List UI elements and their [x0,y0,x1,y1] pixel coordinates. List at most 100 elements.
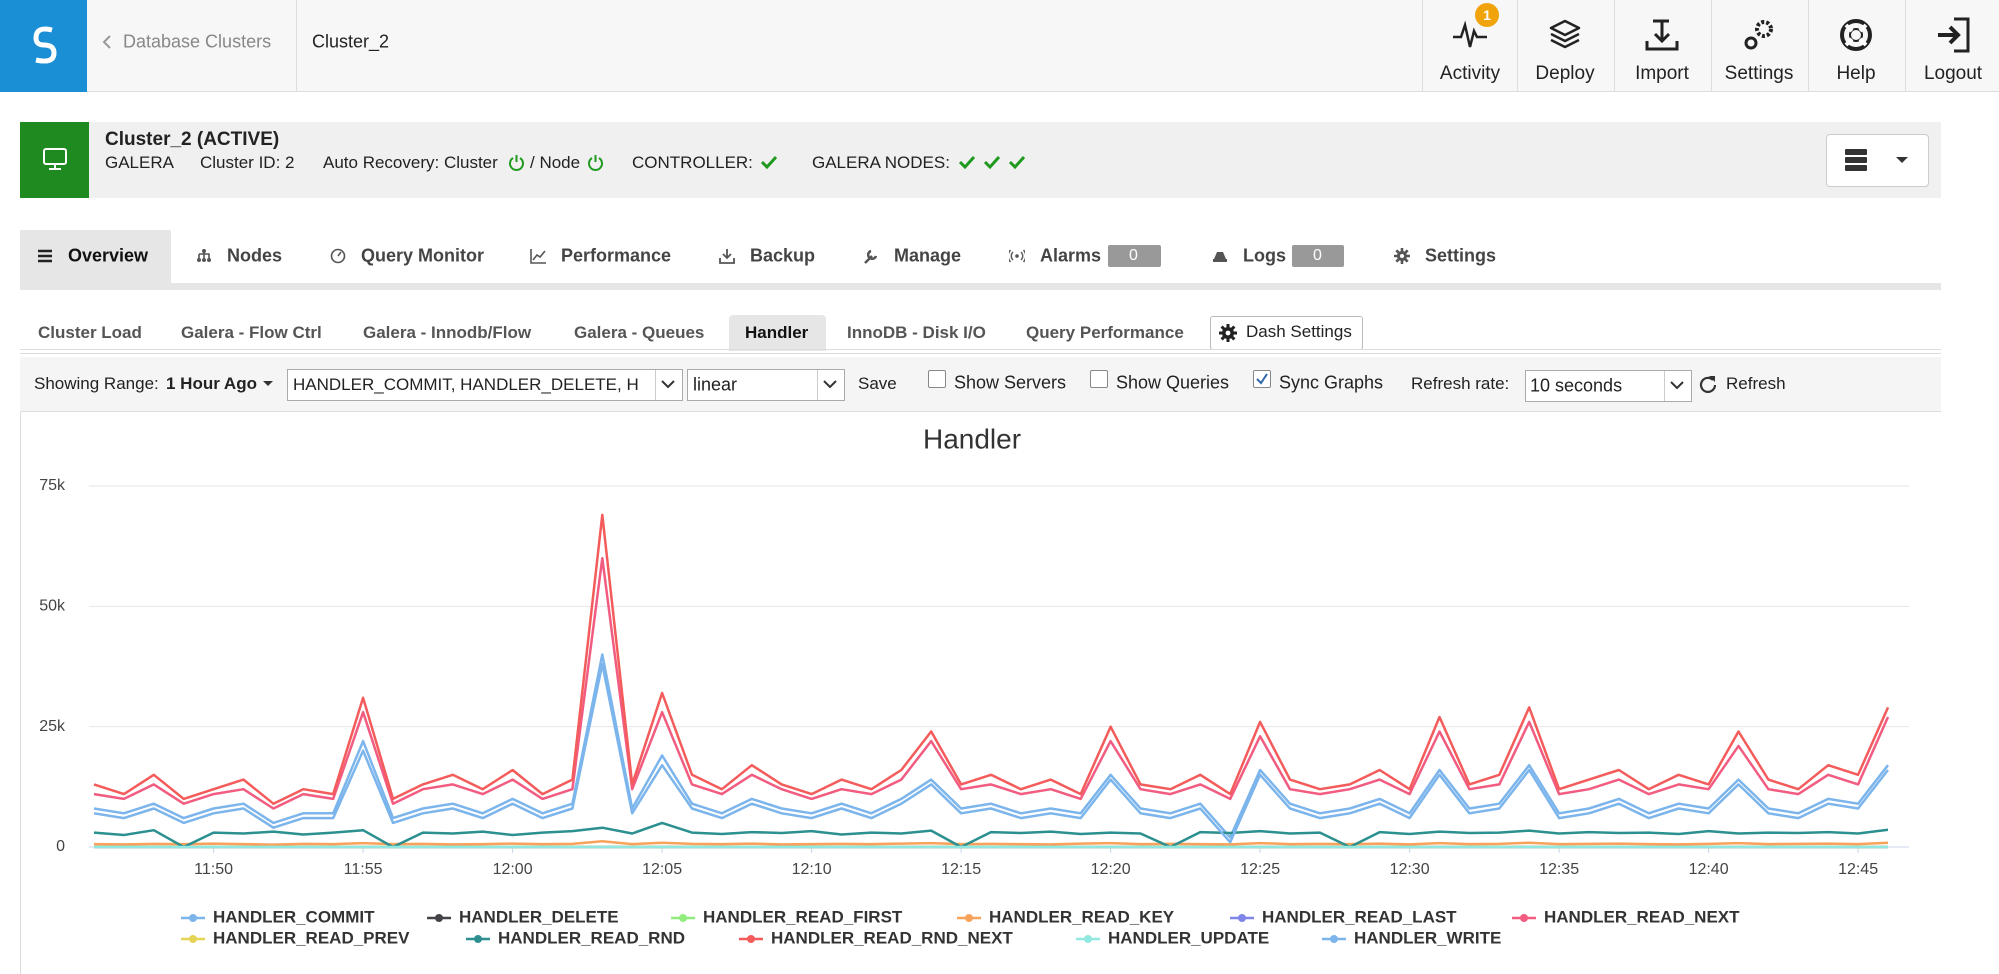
legend-marker [474,935,482,943]
controller-label: CONTROLLER: [632,153,753,172]
active-subtab-bg [729,315,826,351]
x-tick-label: 12:30 [1390,861,1430,878]
tab-icon [1394,248,1410,264]
x-tick-label: 12:35 [1539,861,1579,878]
tab[interactable]: Query Monitor [361,245,485,266]
nav-icon [1645,19,1679,51]
tab[interactable]: Performance [561,245,672,266]
subtab[interactable]: InnoDB - Disk I/O [847,323,986,342]
metrics-select[interactable] [287,369,683,401]
cluster-actions-icon [1845,149,1908,171]
legend-label[interactable]: HANDLER_READ_KEY [989,907,1175,926]
nav-label: Help [1836,63,1876,84]
legend-label[interactable]: HANDLER_READ_RND [498,928,685,947]
nav-button[interactable] [1905,0,1999,91]
logs-count: 0 [1313,247,1322,264]
legend-label[interactable]: HANDLER_READ_NEXT [1544,907,1740,926]
cluster-panel [20,122,1941,198]
subtab[interactable]: Galera - Innodb/Flow [363,323,532,342]
metrics-value: HANDLER_COMMIT, HANDLER_DELETE, H [293,375,639,394]
x-tick-label: 12:45 [1838,861,1878,878]
nav-label: Activity [1439,63,1501,84]
chevron-down [823,380,837,389]
nav-button[interactable] [1517,0,1614,91]
tab[interactable]: Overview [68,245,149,266]
tab[interactable]: Settings [1425,245,1497,266]
series-line [93,556,1890,810]
back-chevron [102,35,111,49]
check-icon [760,155,778,169]
tab[interactable]: Nodes [227,245,283,266]
legend-label[interactable]: HANDLER_READ_PREV [213,928,410,947]
range-label: Showing Range: [34,374,159,393]
legend-label[interactable]: HANDLER_READ_FIRST [703,907,903,926]
tab[interactable]: Manage [894,245,962,266]
badge [1108,245,1161,267]
chart-panel [20,412,1942,974]
node-label: / Node [530,153,581,172]
auto-recovery: Auto Recovery: Cluster [323,153,498,172]
nav-button[interactable] [1422,0,1519,91]
chevron-down [661,380,675,389]
nav-button[interactable] [1614,0,1711,91]
header [0,0,1999,92]
cluster-actions-button[interactable] [1826,134,1929,187]
refresh-rate-value: 10 seconds [1530,375,1623,396]
nav-label: Settings [1724,63,1794,84]
checkbox[interactable] [1090,370,1108,388]
tab-icon [38,249,52,263]
save-button[interactable]: Save [858,374,897,393]
checkbox[interactable] [928,370,946,388]
subtab[interactable]: Query Performance [1026,323,1184,342]
range-dropdown[interactable]: 1 Hour Ago [166,374,257,393]
tab[interactable]: Alarms [1040,245,1102,266]
legend-marker [1330,935,1338,943]
x-tick-label: 11:55 [344,861,383,878]
legend-label[interactable]: HANDLER_READ_RND_NEXT [771,928,1013,947]
legend-label[interactable]: HANDLER_UPDATE [1108,928,1269,947]
subtab[interactable]: Galera - Flow Ctrl [181,323,322,342]
cluster-type: GALERA [105,153,174,172]
check-icon [1008,155,1026,169]
back-link[interactable]: Database Clusters [123,31,272,52]
nav-button[interactable] [1808,0,1905,91]
badge [1292,245,1344,267]
y-tick-label: 50k [39,598,66,615]
checkbox-label: Show Queries [1116,372,1230,393]
gear-icon [1219,324,1237,342]
tab-icon [197,249,211,262]
legend-label[interactable]: HANDLER_WRITE [1354,928,1501,947]
check-icon [958,155,976,169]
nav-icon [1938,17,1970,53]
activity-badge-count: 1 [1483,7,1491,23]
checkbox-label: Sync Graphs [1279,372,1384,393]
legend-label[interactable]: HANDLER_READ_LAST [1262,907,1457,926]
subtab[interactable]: Handler [745,323,809,342]
tab[interactable]: Logs [1243,245,1286,266]
select-arrow [1664,371,1691,401]
y-tick-label: 75k [39,477,66,494]
tab-icon [1213,252,1227,262]
power-icon [588,155,603,171]
subtab[interactable]: Cluster Load [38,323,142,342]
nav-label: Deploy [1535,63,1595,84]
nav-button[interactable] [1711,0,1808,91]
logo-icon [33,26,57,64]
page-name: Cluster_2 [312,31,390,52]
refresh-icon [1699,376,1717,393]
subtab[interactable]: Galera - Queues [574,323,705,342]
select-arrow [817,370,844,400]
cluster-id: Cluster ID: 2 [200,153,295,172]
refresh-rate-label: Refresh rate: [1411,374,1510,393]
chart: Handler 0 25k 50k 75k 11:50 11:55 12:00 12:05 12… [39,423,1909,947]
y-tick-label: 25k [39,718,66,735]
x-tick-label: 12:15 [941,861,981,878]
refresh-button[interactable]: Refresh [1726,374,1786,393]
legend-label[interactable]: HANDLER_COMMIT [213,907,375,926]
activity-badge [1475,3,1499,27]
power-icon [509,155,524,171]
tab[interactable]: Backup [750,245,816,266]
legend-label[interactable]: HANDLER_DELETE [459,907,619,926]
chevron-down [1670,381,1684,390]
